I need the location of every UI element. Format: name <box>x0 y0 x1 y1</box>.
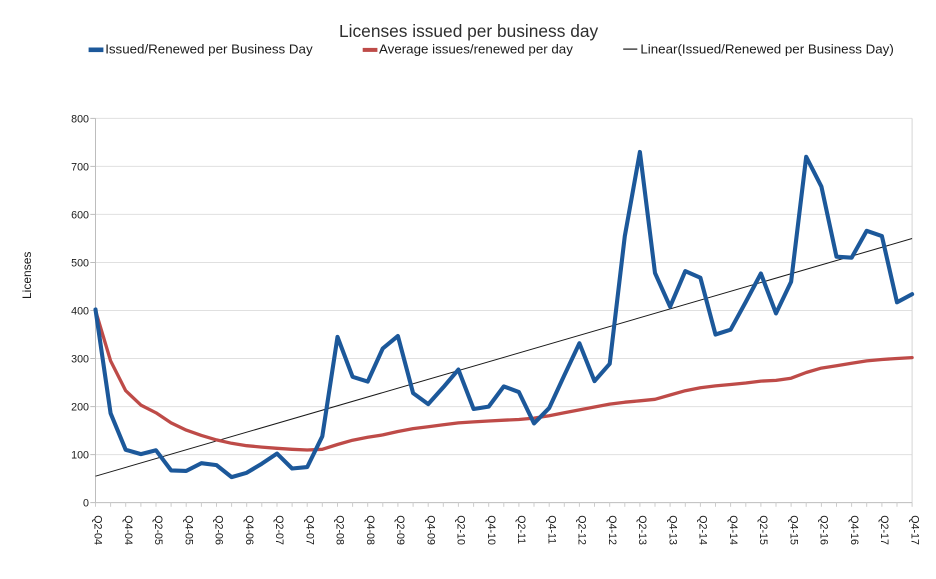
svg-text:Q4-16: Q4-16 <box>848 515 860 545</box>
svg-text:600: 600 <box>71 209 89 221</box>
svg-text:Q2-05: Q2-05 <box>152 515 164 545</box>
svg-text:Q2-08: Q2-08 <box>334 515 346 545</box>
svg-text:Q4-05: Q4-05 <box>182 515 194 545</box>
svg-text:Q2-04: Q2-04 <box>92 515 104 545</box>
svg-text:200: 200 <box>71 401 89 413</box>
svg-text:300: 300 <box>71 353 89 365</box>
svg-text:Q4-13: Q4-13 <box>666 515 678 545</box>
svg-text:Q2-12: Q2-12 <box>576 515 588 545</box>
svg-text:800: 800 <box>71 113 89 125</box>
svg-text:0: 0 <box>83 498 89 510</box>
svg-text:Q4-10: Q4-10 <box>485 515 497 545</box>
svg-text:Licenses issued per business d: Licenses issued per business day <box>339 21 598 41</box>
svg-text:Q2-10: Q2-10 <box>455 515 467 545</box>
svg-text:Q2-17: Q2-17 <box>878 515 890 545</box>
svg-text:Q4-09: Q4-09 <box>424 515 436 545</box>
svg-text:Q2-15: Q2-15 <box>757 515 769 545</box>
svg-text:Issued/Renewed per Business Da: Issued/Renewed per Business Day <box>105 42 313 57</box>
svg-text:Q4-07: Q4-07 <box>303 515 315 545</box>
svg-text:Q2-13: Q2-13 <box>636 515 648 545</box>
svg-text:Q2-09: Q2-09 <box>394 515 406 545</box>
svg-text:Q2-06: Q2-06 <box>213 515 225 545</box>
svg-text:Q4-17: Q4-17 <box>908 515 920 545</box>
svg-text:100: 100 <box>71 449 89 461</box>
svg-text:700: 700 <box>71 161 89 173</box>
svg-text:Q4-11: Q4-11 <box>545 515 557 544</box>
svg-text:Linear(Issued/Renewed per Busi: Linear(Issued/Renewed per Business Day) <box>640 42 893 57</box>
svg-text:Q4-12: Q4-12 <box>606 515 618 545</box>
svg-text:400: 400 <box>71 305 89 317</box>
svg-text:Q4-04: Q4-04 <box>122 515 134 545</box>
svg-text:Q4-06: Q4-06 <box>243 515 255 545</box>
svg-text:Q4-15: Q4-15 <box>787 515 799 545</box>
svg-text:Licenses: Licenses <box>20 252 34 299</box>
svg-text:Q4-08: Q4-08 <box>364 515 376 545</box>
svg-text:Q2-14: Q2-14 <box>697 515 709 545</box>
svg-text:Average issues/renewed per day: Average issues/renewed per day <box>379 42 573 57</box>
svg-text:Q4-14: Q4-14 <box>727 515 739 545</box>
svg-text:Q2-16: Q2-16 <box>818 515 830 545</box>
svg-text:500: 500 <box>71 257 89 269</box>
svg-text:Q2-07: Q2-07 <box>273 515 285 545</box>
svg-text:Q2-11: Q2-11 <box>515 515 527 544</box>
